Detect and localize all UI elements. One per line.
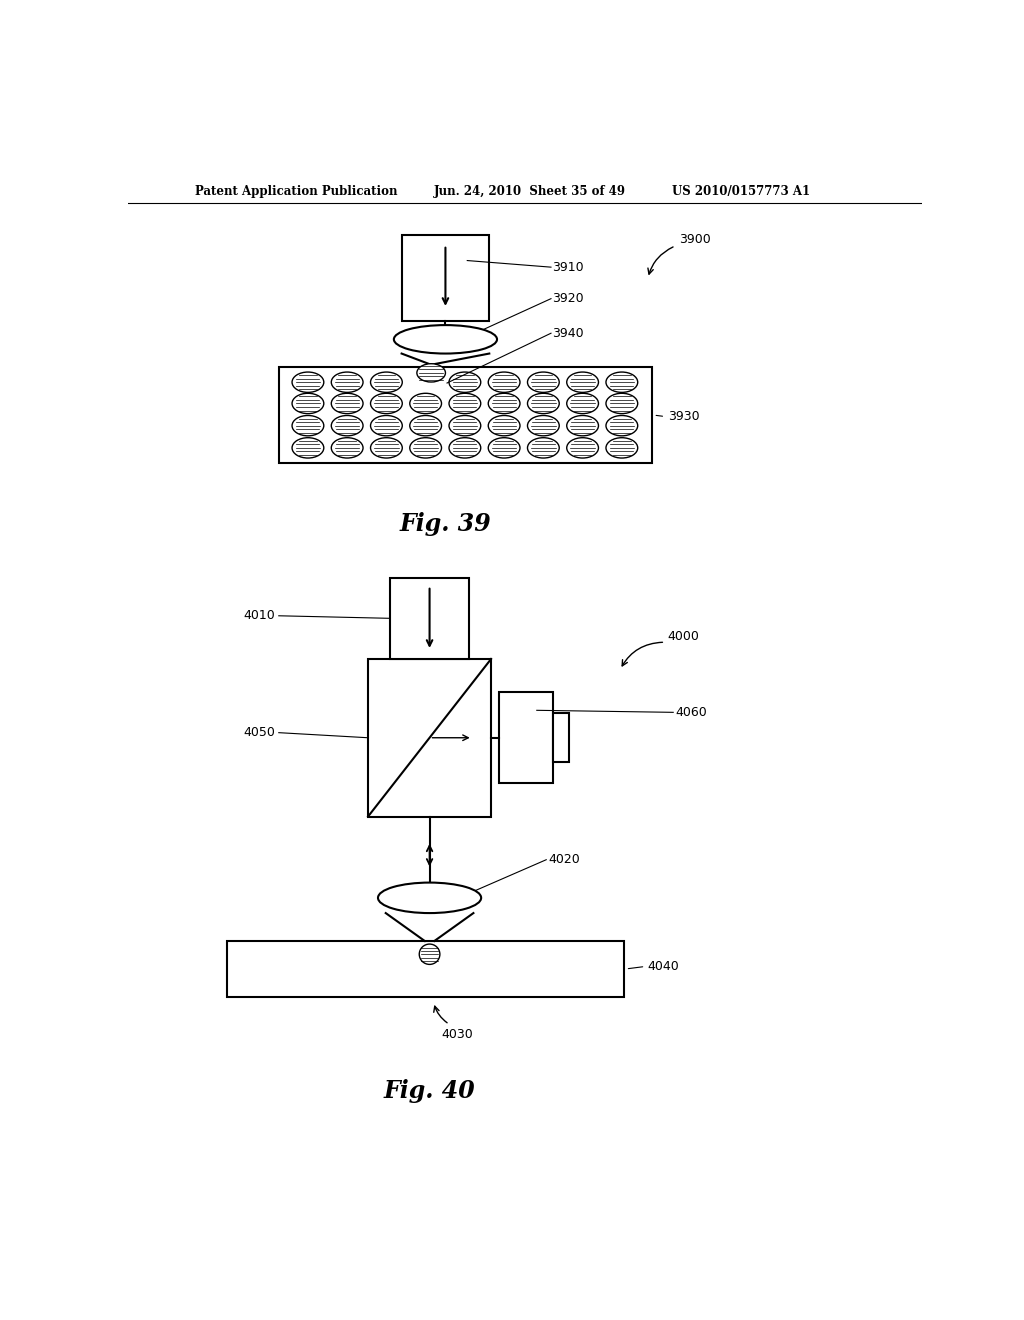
- Text: 3930: 3930: [668, 411, 699, 424]
- Ellipse shape: [371, 393, 402, 413]
- Ellipse shape: [378, 883, 481, 913]
- Ellipse shape: [332, 438, 364, 458]
- Ellipse shape: [449, 393, 480, 413]
- Ellipse shape: [566, 416, 598, 436]
- Text: 4000: 4000: [668, 630, 699, 643]
- Bar: [279, 367, 651, 463]
- Ellipse shape: [527, 372, 559, 392]
- Text: 4050: 4050: [243, 726, 274, 739]
- Ellipse shape: [292, 416, 324, 436]
- Text: US 2010/0157773 A1: US 2010/0157773 A1: [672, 185, 810, 198]
- Ellipse shape: [488, 393, 520, 413]
- Ellipse shape: [566, 393, 598, 413]
- Ellipse shape: [606, 438, 638, 458]
- Ellipse shape: [449, 438, 480, 458]
- Ellipse shape: [394, 325, 497, 354]
- Ellipse shape: [371, 438, 402, 458]
- Ellipse shape: [410, 416, 441, 436]
- Ellipse shape: [449, 416, 480, 436]
- Ellipse shape: [371, 416, 402, 436]
- Text: Fig. 40: Fig. 40: [384, 1080, 475, 1104]
- Text: 3910: 3910: [553, 260, 585, 273]
- Ellipse shape: [410, 393, 441, 413]
- Bar: [368, 659, 492, 817]
- Ellipse shape: [527, 416, 559, 436]
- Ellipse shape: [527, 438, 559, 458]
- Ellipse shape: [371, 372, 402, 392]
- Text: 4020: 4020: [549, 853, 581, 866]
- Bar: [401, 235, 489, 321]
- Ellipse shape: [566, 372, 598, 392]
- Text: 3900: 3900: [680, 234, 712, 247]
- Bar: [390, 578, 469, 659]
- Ellipse shape: [410, 438, 441, 458]
- Text: 4010: 4010: [243, 610, 274, 622]
- Ellipse shape: [449, 372, 480, 392]
- Ellipse shape: [417, 364, 445, 381]
- Ellipse shape: [527, 393, 559, 413]
- Ellipse shape: [292, 438, 324, 458]
- Ellipse shape: [606, 372, 638, 392]
- Text: Patent Application Publication: Patent Application Publication: [196, 185, 398, 198]
- Text: 4030: 4030: [441, 1028, 473, 1041]
- Ellipse shape: [606, 416, 638, 436]
- Text: Fig. 39: Fig. 39: [399, 512, 492, 536]
- Ellipse shape: [332, 416, 364, 436]
- Text: 4040: 4040: [648, 960, 680, 973]
- Text: Jun. 24, 2010  Sheet 35 of 49: Jun. 24, 2010 Sheet 35 of 49: [433, 185, 626, 198]
- Ellipse shape: [566, 438, 598, 458]
- Ellipse shape: [292, 372, 324, 392]
- Ellipse shape: [606, 393, 638, 413]
- Ellipse shape: [292, 393, 324, 413]
- Ellipse shape: [488, 372, 520, 392]
- Bar: [553, 713, 569, 762]
- Ellipse shape: [488, 438, 520, 458]
- Ellipse shape: [332, 393, 364, 413]
- Bar: [227, 941, 624, 997]
- Text: 4060: 4060: [676, 706, 708, 719]
- Bar: [499, 692, 553, 784]
- Ellipse shape: [332, 372, 364, 392]
- Text: 3940: 3940: [553, 327, 585, 339]
- Text: 3920: 3920: [553, 292, 585, 305]
- Ellipse shape: [419, 944, 440, 965]
- Ellipse shape: [488, 416, 520, 436]
